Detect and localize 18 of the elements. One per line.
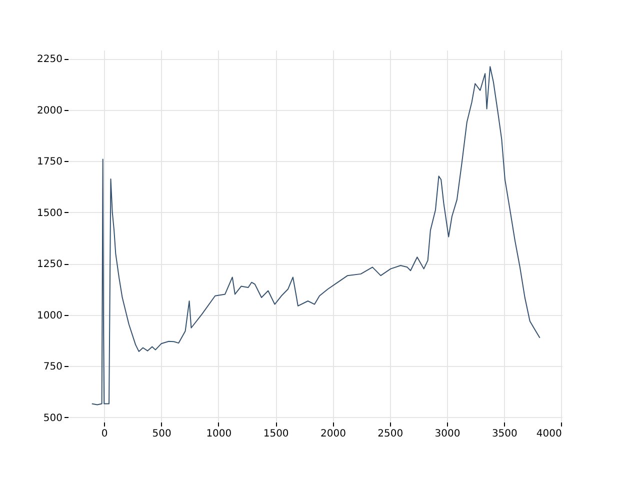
y-tick-label: 2000 — [37, 105, 62, 116]
y-tick-label: 500 — [43, 412, 62, 424]
y-tick-label: 1000 — [37, 310, 62, 322]
x-tick-label: 1500 — [263, 428, 289, 440]
x-tick-label: 0 — [101, 428, 108, 440]
x-tick-label: 500 — [152, 428, 172, 440]
x-tick-label: 3500 — [492, 428, 518, 440]
x-tick-label: 2500 — [378, 428, 404, 440]
x-tick-label: 4000 — [536, 428, 562, 440]
line-series — [91, 66, 540, 406]
x-tick-label: 2000 — [320, 428, 346, 440]
x-tick-label: 1000 — [206, 428, 232, 440]
x-tick-label: 3000 — [434, 428, 460, 440]
y-tick-label: 2250 — [37, 54, 62, 66]
y-tick-label: 1750 — [37, 156, 62, 168]
y-tick-label: 750 — [43, 362, 62, 373]
y-tick-label: 1250 — [37, 259, 62, 270]
y-tick-label: 1500 — [37, 208, 62, 219]
